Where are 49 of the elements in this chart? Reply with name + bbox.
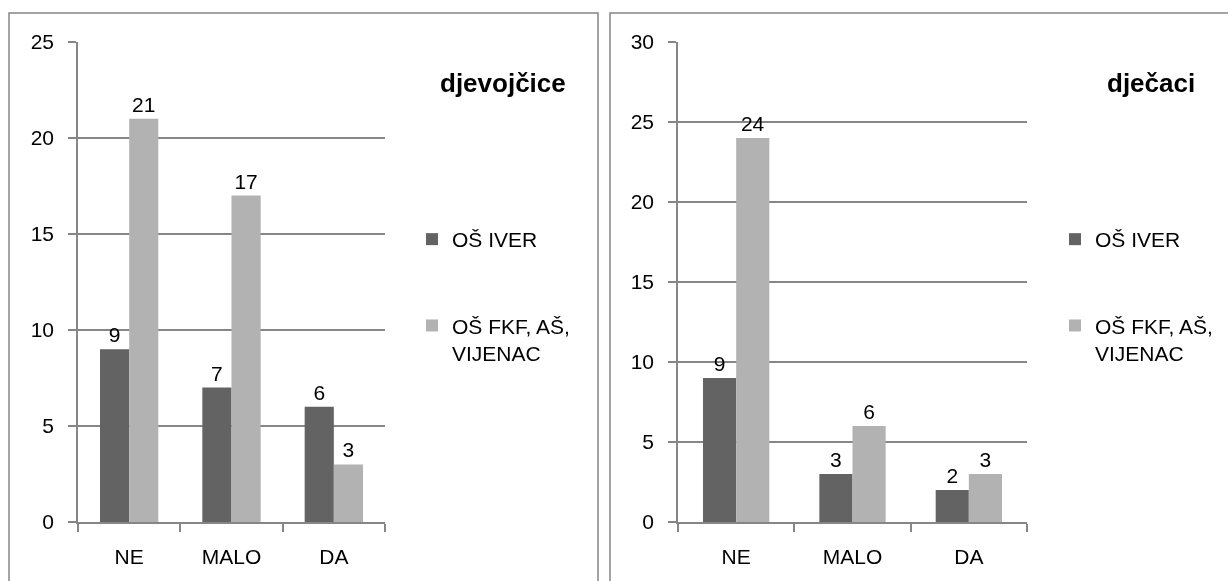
y-tick-label: 25 xyxy=(630,110,655,134)
data-label: 6 xyxy=(863,400,875,423)
y-tick-label: 10 xyxy=(630,350,655,374)
bar xyxy=(304,406,334,522)
x-tick-label: MALO xyxy=(201,544,262,568)
y-tick-label: 0 xyxy=(42,510,55,534)
data-label: 2 xyxy=(946,464,959,487)
data-label: 17 xyxy=(234,169,258,193)
x-tick-label: MALO xyxy=(822,544,883,568)
bar xyxy=(935,490,969,522)
legend-label: OŠ FKF, AŠ, VIJENAC xyxy=(452,314,570,365)
legend-label: OŠ IVER xyxy=(452,228,538,252)
y-tick-label: 5 xyxy=(42,414,55,438)
legend-label: OŠ FKF, AŠ, VIJENAC xyxy=(1095,314,1213,365)
data-label: 3 xyxy=(979,448,992,471)
bar xyxy=(129,118,159,522)
data-label: 21 xyxy=(132,92,156,116)
x-tick-label: NE xyxy=(721,544,751,568)
bar xyxy=(819,474,853,522)
legend-label: OŠ IVER xyxy=(1095,228,1181,252)
bar xyxy=(852,426,886,522)
bar xyxy=(202,387,232,522)
bar xyxy=(333,464,363,522)
y-tick-label: 15 xyxy=(30,222,55,246)
legend-title: dječaci xyxy=(1107,68,1196,98)
y-tick-label: 10 xyxy=(30,318,55,342)
y-tick-label: 20 xyxy=(630,190,655,214)
data-label: 9 xyxy=(713,352,726,375)
y-tick-label: 0 xyxy=(642,510,655,534)
bar xyxy=(968,474,1002,522)
bar xyxy=(100,349,130,522)
data-label: 6 xyxy=(313,380,326,404)
x-tick-label: DA xyxy=(954,544,984,568)
data-label: 3 xyxy=(830,448,842,471)
y-tick-label: 5 xyxy=(642,430,655,454)
bar xyxy=(231,195,261,522)
x-tick-label: DA xyxy=(319,544,349,568)
data-label: 24 xyxy=(740,112,765,135)
legend-title: djevojčice xyxy=(440,68,566,98)
y-tick-label: 30 xyxy=(630,30,655,54)
data-label: 9 xyxy=(108,323,121,347)
bar xyxy=(703,378,737,522)
data-label: 3 xyxy=(342,438,355,462)
y-tick-label: 20 xyxy=(30,126,55,150)
y-tick-label: 25 xyxy=(30,30,55,54)
x-tick-label: NE xyxy=(114,544,144,568)
y-tick-label: 15 xyxy=(630,270,655,294)
bar xyxy=(736,138,770,522)
data-label: 7 xyxy=(211,361,223,385)
